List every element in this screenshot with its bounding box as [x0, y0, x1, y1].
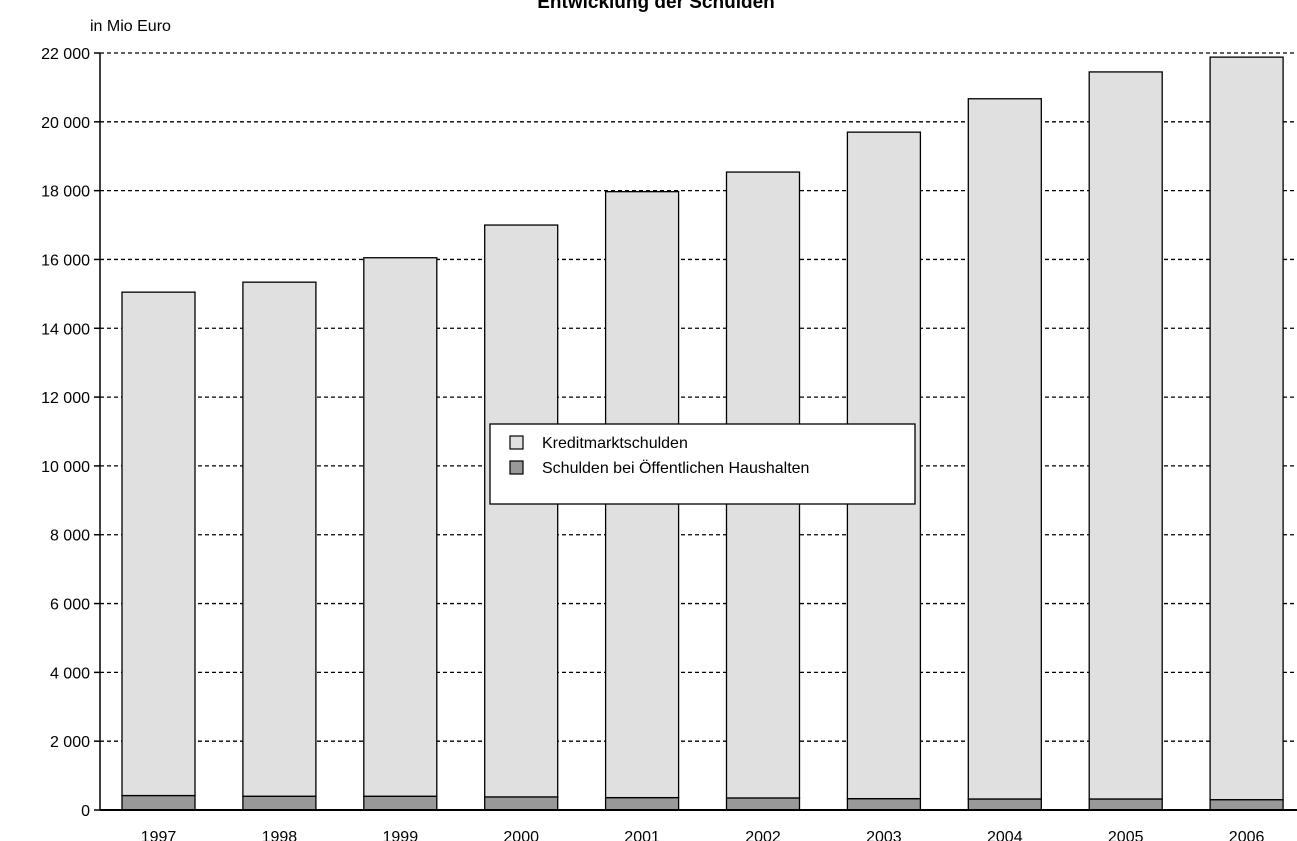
y-tick-label: 20 000: [41, 115, 90, 132]
legend-swatch: [509, 460, 524, 475]
bar-segment-oeffentliche-haushalte: [604, 796, 680, 811]
x-tick-label: 1999: [383, 829, 419, 841]
x-tick-label: 2001: [624, 829, 660, 841]
bar-segment-oeffentliche-haushalte: [967, 798, 1042, 811]
axes: [94, 52, 1297, 811]
legend: Kreditmarktschulden Schulden bei Öffentli…: [489, 423, 916, 505]
y-tick-label: 4 000: [50, 665, 90, 682]
y-tick-label: 10 000: [41, 459, 90, 476]
x-tick-label: 2000: [503, 829, 539, 841]
y-tick-label: 22 000: [41, 46, 90, 63]
legend-swatch: [509, 435, 524, 450]
bar-segment-oeffentliche-haushalte: [484, 796, 559, 811]
y-tick-label: 0: [81, 803, 90, 820]
bar-segment-oeffentliche-haushalte: [242, 795, 317, 811]
bar-segment-kreditmarkt: [967, 98, 1042, 800]
x-tick-label: 2004: [987, 829, 1023, 841]
x-tick-label: 1998: [262, 829, 298, 841]
bar-segment-kreditmarkt: [242, 281, 317, 797]
y-tick-label: 16 000: [41, 252, 90, 269]
y-tick-label: 14 000: [41, 321, 90, 338]
x-tick-label: 2006: [1229, 829, 1265, 841]
x-tick-label: 2003: [866, 829, 902, 841]
bar-segment-oeffentliche-haushalte: [725, 797, 801, 811]
chart-title: Entwicklung der Schulden: [537, 0, 775, 13]
bar-segment-oeffentliche-haushalte: [363, 795, 438, 811]
y-tick-label: 12 000: [41, 390, 90, 407]
y-tick-label: 6 000: [50, 597, 90, 614]
y-tick-label: 8 000: [50, 528, 90, 545]
bar-segment-kreditmarkt: [484, 224, 559, 798]
legend-box: [489, 423, 916, 505]
y-tick-labels: 0 2 000 4 000 6 000 8 000 10 000 12 000 14 000 1…: [41, 46, 90, 820]
legend-label: Kreditmarktschulden: [542, 435, 688, 452]
y-tick-label: 18 000: [41, 184, 90, 201]
bar-segment-kreditmarkt: [121, 291, 196, 797]
x-tick-labels: 1997 1998 1999 2000 2001 2002 2003 2004 2005 2006: [141, 829, 1265, 841]
bar-segment-oeffentliche-haushalte: [121, 794, 196, 811]
bar-segment-kreditmarkt: [1209, 56, 1284, 801]
bars: [121, 56, 1284, 811]
bar-segment-oeffentliche-haushalte: [1088, 798, 1163, 811]
y-tick-label: 2 000: [50, 734, 90, 751]
legend-label: Schulden bei Öffentlichen Haushalten: [542, 459, 809, 477]
y-axis-label: in Mio Euro: [90, 18, 171, 35]
bar-segment-kreditmarkt: [1088, 71, 1163, 800]
bar-segment-kreditmarkt: [363, 257, 438, 797]
x-tick-label: 1997: [141, 829, 177, 841]
bar-segment-oeffentliche-haushalte: [1209, 799, 1284, 811]
x-tick-label: 2005: [1108, 829, 1144, 841]
x-tick-label: 2002: [745, 829, 781, 841]
bar-segment-oeffentliche-haushalte: [846, 797, 922, 811]
